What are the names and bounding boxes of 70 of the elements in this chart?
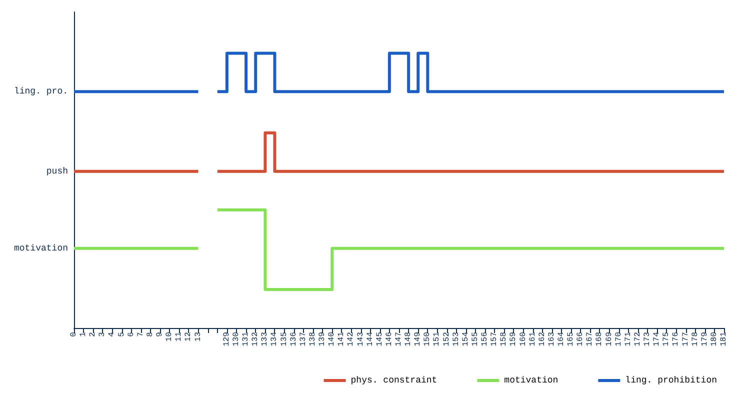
x-tick-label: 162 bbox=[538, 332, 547, 346]
x-tick-label: 134 bbox=[270, 332, 280, 346]
x-tick-label: 138 bbox=[308, 332, 318, 346]
x-tick-label: 169 bbox=[604, 332, 614, 346]
x-tick-label: 147 bbox=[394, 332, 404, 346]
x-tick-label: 171 bbox=[624, 332, 633, 346]
x-tick-label: 11 bbox=[174, 332, 184, 342]
x-tick-label: 133 bbox=[260, 332, 270, 346]
x-tick-label: 12 bbox=[184, 332, 194, 342]
legend-label: ling. prohibition bbox=[625, 376, 718, 386]
x-tick-label: 159 bbox=[509, 332, 518, 346]
x-tick-label: 9 bbox=[156, 332, 165, 337]
x-tick-label: 4 bbox=[108, 332, 117, 337]
x-tick-label: 172 bbox=[633, 332, 642, 346]
x-tick-label: 129 bbox=[222, 332, 232, 346]
x-tick-label: 157 bbox=[490, 332, 500, 346]
x-tick-label: 135 bbox=[280, 332, 289, 346]
x-tick-label: 143 bbox=[356, 332, 366, 346]
x-tick-label: 156 bbox=[480, 332, 490, 346]
text: ling. pro. bbox=[14, 86, 68, 97]
x-tick-label: 161 bbox=[528, 332, 538, 346]
x-tick-label: 7 bbox=[136, 332, 146, 337]
x-tick-label: 145 bbox=[375, 332, 384, 346]
x-tick-label: 175 bbox=[662, 332, 672, 346]
x-tick-label: 130 bbox=[232, 332, 241, 346]
x-tick-label: 0 bbox=[70, 332, 78, 337]
text: motivation bbox=[14, 243, 68, 254]
x-tick-label: 2 bbox=[88, 332, 98, 337]
text: push bbox=[46, 166, 68, 176]
x-tick-label: 10 bbox=[165, 332, 174, 342]
x-tick-label: 167 bbox=[586, 332, 595, 346]
legend-label: motivation bbox=[504, 376, 558, 386]
x-tick-label: 148 bbox=[404, 332, 414, 346]
x-tick-label: 158 bbox=[500, 332, 509, 346]
x-tick-label: 152 bbox=[442, 332, 452, 346]
x-tick-label: 131 bbox=[242, 332, 251, 346]
x-tick-label: 146 bbox=[384, 332, 394, 346]
x-tick-label: 151 bbox=[432, 332, 442, 346]
x-tick-label: 164 bbox=[557, 332, 566, 346]
x-tick-label: 170 bbox=[614, 332, 624, 346]
x-tick-label: 154 bbox=[461, 332, 470, 346]
x-tick-label: 1 bbox=[79, 332, 88, 337]
x-tick-label: 5 bbox=[117, 332, 126, 337]
x-tick-label: 150 bbox=[423, 332, 432, 346]
x-tick-label: 139 bbox=[318, 332, 328, 346]
x-tick-label: 137 bbox=[298, 332, 308, 346]
x-tick-label: 149 bbox=[414, 332, 423, 346]
x-tick-label: 179 bbox=[700, 332, 710, 346]
x-tick-label: 160 bbox=[518, 332, 528, 346]
x-tick-label: 140 bbox=[328, 332, 337, 346]
x-tick-label: 176 bbox=[672, 332, 681, 346]
x-tick-label: 141 bbox=[337, 332, 346, 346]
x-tick-label: 181 bbox=[720, 332, 728, 346]
x-tick-label: 163 bbox=[547, 332, 556, 346]
x-tick-label: 132 bbox=[251, 332, 260, 346]
x-tick-label: 178 bbox=[690, 332, 700, 346]
x-tick-label: 142 bbox=[346, 332, 356, 346]
x-tick-label: 165 bbox=[566, 332, 576, 346]
x-tick-label: 168 bbox=[595, 332, 604, 346]
x-tick-label: 177 bbox=[681, 332, 690, 346]
x-tick-label: 166 bbox=[576, 332, 586, 346]
x-tick-label: 155 bbox=[470, 332, 480, 346]
legend-label: phys. constraint bbox=[350, 376, 438, 386]
x-tick-label: 174 bbox=[652, 332, 662, 346]
x-tick-label: 13 bbox=[194, 332, 203, 342]
x-tick-label: 173 bbox=[643, 332, 652, 346]
x-tick-label: 136 bbox=[289, 332, 298, 346]
x-tick-label: 153 bbox=[452, 332, 461, 346]
x-tick-label: 180 bbox=[710, 332, 719, 346]
x-tick-label: 144 bbox=[366, 332, 375, 346]
